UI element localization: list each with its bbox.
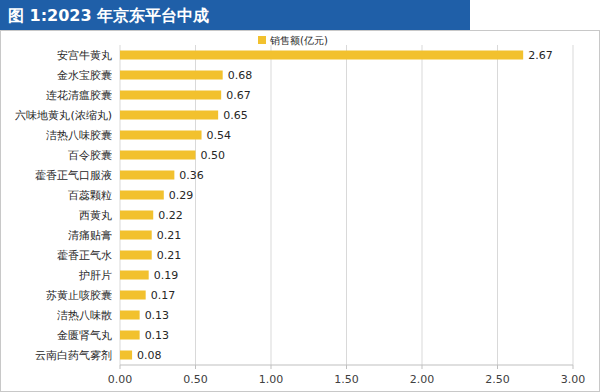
- tick-label: 0.00: [108, 373, 133, 386]
- data-label: 0.68: [228, 69, 253, 82]
- data-label: 0.21: [157, 249, 182, 262]
- legend-label: 销售额(亿元): [269, 35, 328, 46]
- tick: [271, 365, 272, 369]
- bar: [120, 51, 523, 60]
- bar: [120, 131, 202, 140]
- data-label: 0.13: [145, 309, 170, 322]
- bar: [120, 211, 153, 220]
- grid-line: [271, 45, 272, 365]
- data-label: 0.50: [201, 149, 226, 162]
- category-label: 六味地黄丸(浓缩丸): [15, 109, 112, 122]
- legend-swatch: [258, 36, 266, 44]
- bar: [120, 331, 140, 340]
- grid-line: [346, 45, 347, 365]
- bar: [120, 291, 146, 300]
- data-label: 0.36: [179, 169, 204, 182]
- data-label: 0.21: [157, 229, 182, 242]
- bar: [120, 111, 218, 120]
- category-label: 清痛贴膏: [68, 229, 112, 242]
- category-label: 金水宝胶囊: [57, 69, 112, 82]
- title-band: [0, 0, 470, 30]
- tick: [573, 365, 574, 369]
- tick-label: 2.00: [410, 373, 435, 386]
- title: 图 1:2023 年京东平台中成: [8, 6, 209, 25]
- bar: [120, 351, 132, 360]
- frame: [1, 31, 600, 392]
- chart: 图 1:2023 年京东平台中成 0.00 0.50 1.00 1.50 2.00 2.50…: [0, 0, 600, 392]
- category-label: 西黄丸: [79, 209, 112, 222]
- bar: [120, 71, 223, 80]
- category-label: 安宫牛黄丸: [57, 49, 112, 62]
- tick: [195, 365, 196, 369]
- bar: [120, 191, 164, 200]
- data-label: 0.22: [158, 209, 183, 222]
- bar: [120, 171, 174, 180]
- tick-label: 0.50: [183, 373, 208, 386]
- category-label: 金匮肾气丸: [57, 329, 112, 342]
- category-label: 洁热八味散: [57, 309, 112, 322]
- category-label: 百令胶囊: [68, 149, 112, 162]
- data-label: 0.19: [154, 269, 179, 282]
- tick-label: 2.50: [485, 373, 510, 386]
- data-label: 0.08: [137, 349, 162, 362]
- category-label: 藿香正气口服液: [35, 169, 112, 182]
- bars: [120, 51, 523, 360]
- bar: [120, 91, 221, 100]
- tick-label: 3.00: [561, 373, 586, 386]
- category-label: 连花清瘟胶囊: [46, 89, 112, 102]
- data-label: 2.67: [528, 49, 553, 62]
- category-label: 云南白药气雾剂: [35, 349, 112, 362]
- bar: [120, 151, 196, 160]
- grid-line: [573, 45, 574, 365]
- grid-line: [422, 45, 423, 365]
- category-label: 洁热八味胶囊: [46, 129, 112, 142]
- tick-label: 1.50: [334, 373, 359, 386]
- tick: [346, 365, 347, 369]
- data-label: 0.65: [223, 109, 248, 122]
- tick: [497, 365, 498, 369]
- grid-line: [497, 45, 498, 365]
- category-label: 护肝片: [78, 269, 112, 282]
- tick: [422, 365, 423, 369]
- bar: [120, 311, 140, 320]
- category-label: 百蕊颗粒: [68, 189, 112, 202]
- bar: [120, 251, 152, 260]
- data-label: 0.54: [207, 129, 232, 142]
- category-label: 藿香正气水: [57, 249, 112, 262]
- bar: [120, 231, 152, 240]
- data-label: 0.13: [145, 329, 170, 342]
- tick-label: 1.00: [259, 373, 284, 386]
- data-label: 0.17: [151, 289, 176, 302]
- data-label: 0.29: [169, 189, 194, 202]
- tick: [120, 365, 121, 369]
- data-label: 0.67: [226, 89, 251, 102]
- category-label: 苏黄止咳胶囊: [46, 289, 112, 302]
- bar: [120, 271, 149, 280]
